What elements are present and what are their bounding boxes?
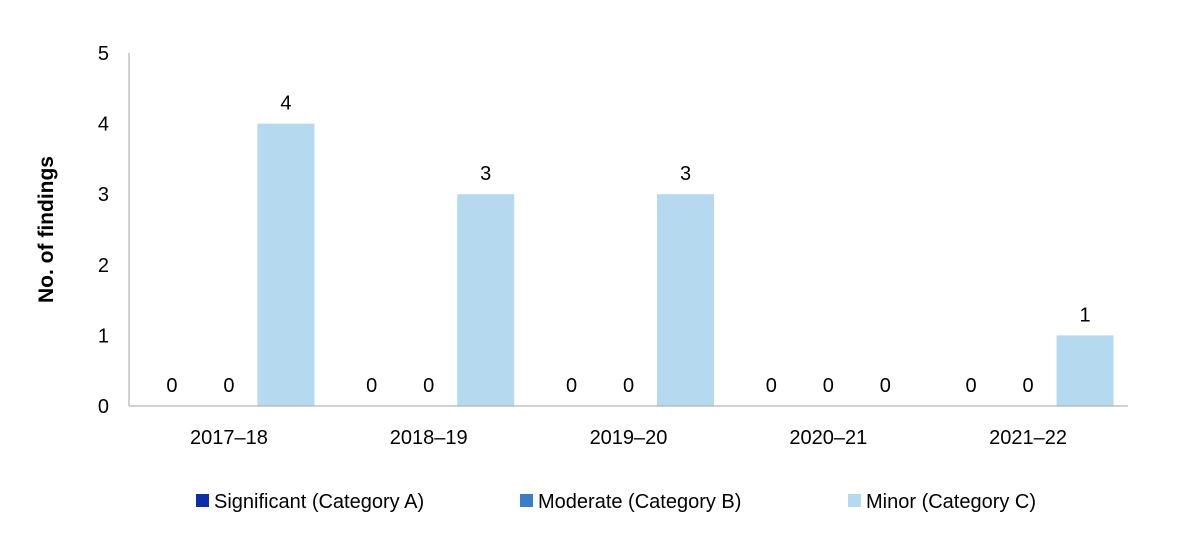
data-label: 3 [480,163,491,185]
data-label: 0 [166,375,177,397]
data-label: 0 [566,375,577,397]
x-axis-categories: 2017–18 2018–19 2019–20 2020–21 2021–22 [190,427,1067,449]
legend-item: Significant (Category A) [196,491,424,513]
x-category-label: 2017–18 [190,427,268,449]
data-label: 0 [623,375,634,397]
x-category-label: 2021–22 [989,427,1067,449]
data-label: 4 [280,93,291,115]
y-axis-ticks: 0 1 2 3 4 5 [98,43,109,418]
x-category-label: 2020–21 [789,427,867,449]
legend: Significant (Category A) Moderate (Catego… [196,491,1036,513]
legend-swatch [848,494,861,507]
y-tick-label: 3 [98,184,109,206]
y-axis-title-group: No. of findings [35,156,58,303]
bar [1056,335,1114,406]
x-category-label: 2019–20 [590,427,668,449]
data-label: 3 [680,163,691,185]
legend-label: Minor (Category C) [866,491,1036,513]
legend-item: Moderate (Category B) [520,491,741,513]
data-label: 0 [880,375,891,397]
y-tick-label: 4 [98,114,109,136]
legend-swatch [520,494,533,507]
legend-label: Moderate (Category B) [538,491,741,513]
data-label: 0 [766,375,777,397]
data-label: 1 [1080,304,1091,326]
y-axis-title: No. of findings [35,156,58,303]
data-label: 0 [1023,375,1034,397]
bar [257,123,315,406]
y-tick-label: 2 [98,255,109,277]
data-label: 0 [423,375,434,397]
data-label: 0 [823,375,834,397]
axes [128,53,1128,407]
legend-item: Minor (Category C) [848,491,1036,513]
data-label: 0 [366,375,377,397]
bar [657,194,714,406]
bar-marks [257,123,1114,406]
data-label: 0 [223,375,234,397]
legend-swatch [196,494,209,507]
y-tick-label: 1 [98,325,109,347]
y-tick-label: 0 [98,396,109,418]
legend-label: Significant (Category A) [214,491,424,513]
bar [457,194,515,406]
x-category-label: 2018–19 [390,427,468,449]
data-labels: 0 0 4 0 0 3 0 0 3 0 0 0 0 0 1 [166,93,1090,397]
data-label: 0 [966,375,977,397]
y-tick-label: 5 [98,43,109,65]
